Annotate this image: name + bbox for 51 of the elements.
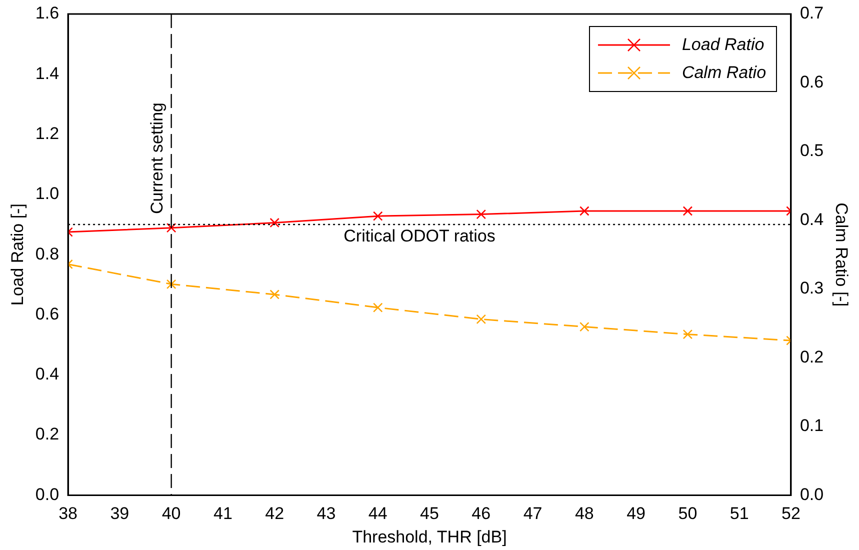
point [166, 222, 176, 233]
point [476, 314, 486, 324]
point [372, 211, 383, 221]
x-tick-label: 39 [110, 504, 130, 524]
x-tick-label: 44 [368, 504, 388, 524]
x-tick-label: 45 [420, 504, 439, 524]
x-tick-label: 46 [472, 504, 491, 524]
x-tick-label: 51 [730, 504, 749, 524]
y2-tick-label: 0.4 [800, 210, 824, 229]
point [270, 218, 280, 228]
point [476, 209, 486, 220]
y-tick-label: 0.8 [35, 244, 60, 264]
ref-line-label: Current setting [147, 102, 166, 214]
y-tick-label: 0.2 [35, 424, 60, 444]
y2-tick-label: 0.7 [800, 4, 824, 23]
point [372, 302, 383, 312]
x-tick-label: 40 [162, 504, 181, 524]
x-tick-label: 52 [782, 504, 800, 524]
legend-label: Load Ratio [682, 35, 764, 55]
y-tick-label: 1.6 [35, 4, 60, 23]
y2-tick-label: 0.1 [800, 416, 824, 436]
y2-tick-label: 0.2 [800, 347, 824, 366]
y-tick-label: 1.4 [35, 64, 60, 83]
legend-label: Calm Ratio [682, 63, 766, 83]
y2-axis-title: Calm Ratio [-] [832, 202, 852, 307]
point [682, 206, 693, 216]
point [580, 206, 590, 216]
y-tick-label: 0.6 [35, 304, 60, 324]
x-tick-label: 43 [316, 504, 336, 524]
y-tick-label: 0.4 [35, 364, 60, 384]
point [580, 322, 590, 332]
point [166, 279, 176, 290]
ref-line-label: Critical ODOT ratios [344, 226, 496, 246]
point [270, 290, 280, 300]
y-axis-title: Load Ratio [-] [8, 204, 27, 306]
y2-tick-label: 0.3 [800, 278, 824, 298]
x-tick-label: 42 [265, 504, 284, 524]
x-tick-label: 50 [678, 504, 698, 524]
y-tick-label: 1.2 [35, 124, 60, 143]
y-tick-label: 0.0 [35, 484, 60, 504]
x-axis-title: Threshold, THR [dB] [352, 527, 507, 546]
y2-tick-label: 0.6 [800, 72, 824, 92]
y2-tick-label: 0.0 [800, 484, 824, 504]
point [682, 329, 693, 340]
x-tick-label: 47 [523, 504, 542, 524]
y2-tick-label: 0.5 [800, 141, 824, 160]
y-tick-label: 1.0 [35, 184, 60, 204]
x-tick-label: 48 [574, 504, 594, 524]
x-tick-label: 38 [58, 504, 78, 524]
x-tick-label: 49 [626, 504, 646, 524]
x-tick-label: 41 [213, 504, 232, 524]
